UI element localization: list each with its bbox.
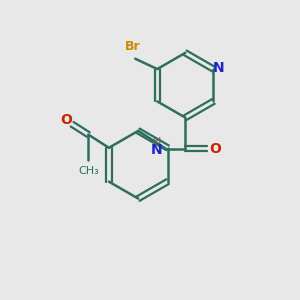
Text: H: H bbox=[153, 137, 161, 147]
Text: N: N bbox=[151, 143, 163, 157]
Text: CH₃: CH₃ bbox=[78, 166, 99, 176]
Text: O: O bbox=[209, 142, 221, 155]
Text: N: N bbox=[213, 61, 224, 75]
Text: O: O bbox=[60, 113, 72, 127]
Text: Br: Br bbox=[124, 40, 140, 53]
